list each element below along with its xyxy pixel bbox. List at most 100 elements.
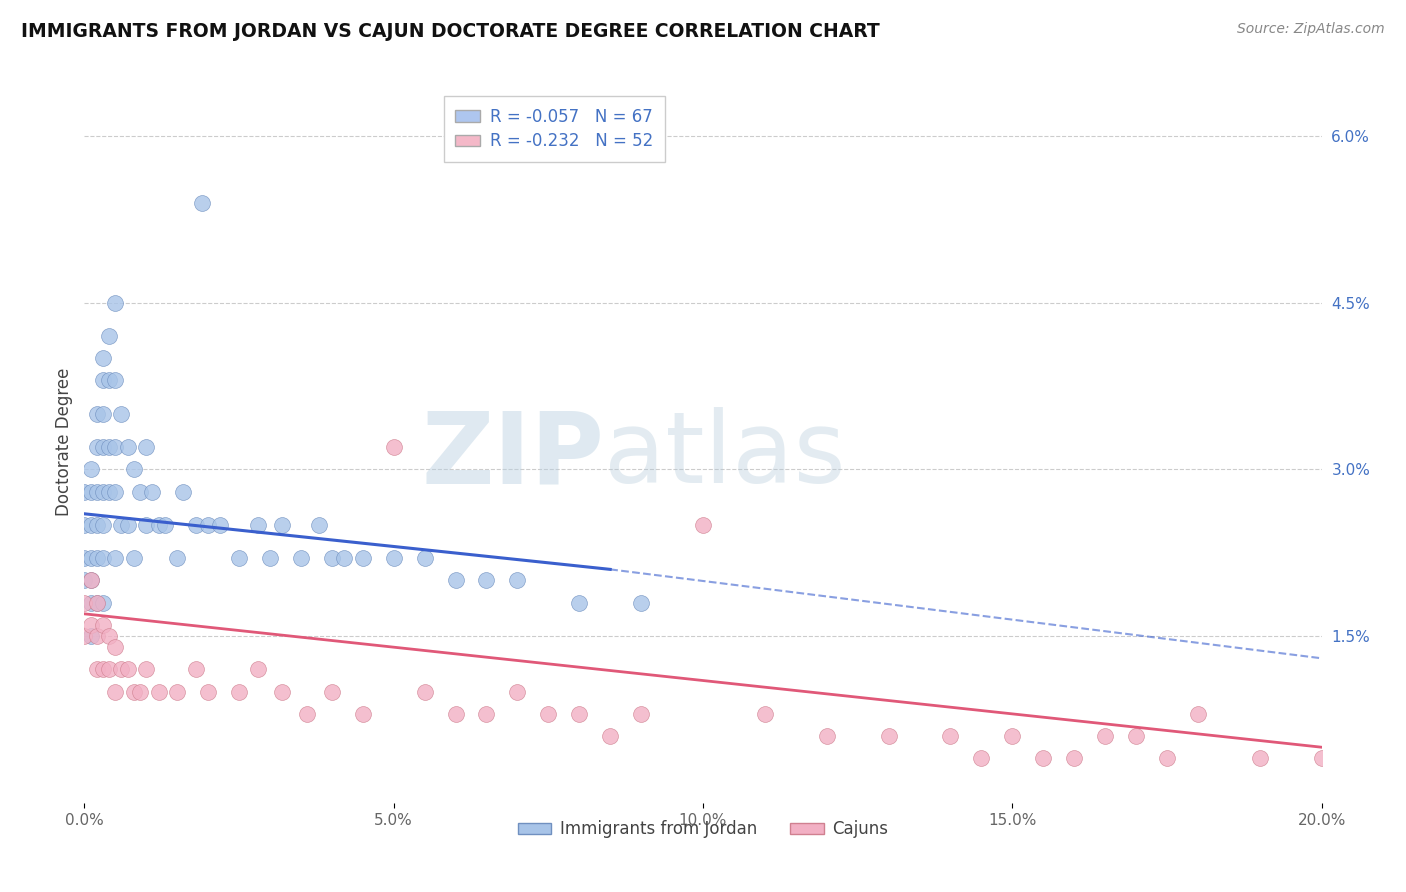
Point bbox=[352, 551, 374, 566]
Point bbox=[148, 517, 170, 532]
Point bbox=[506, 684, 529, 698]
Point bbox=[122, 551, 145, 566]
Point bbox=[104, 640, 127, 655]
Point bbox=[1187, 706, 1209, 721]
Point bbox=[110, 517, 132, 532]
Point bbox=[79, 596, 101, 610]
Point bbox=[117, 662, 139, 676]
Point bbox=[290, 551, 312, 566]
Point bbox=[110, 662, 132, 676]
Point bbox=[73, 484, 96, 499]
Point bbox=[184, 517, 207, 532]
Point bbox=[333, 551, 356, 566]
Point bbox=[172, 484, 194, 499]
Point bbox=[815, 729, 838, 743]
Point bbox=[73, 629, 96, 643]
Point bbox=[1094, 729, 1116, 743]
Point bbox=[630, 596, 652, 610]
Point bbox=[104, 373, 127, 387]
Point bbox=[141, 484, 163, 499]
Point bbox=[91, 551, 114, 566]
Point bbox=[86, 407, 108, 421]
Point bbox=[506, 574, 529, 588]
Point bbox=[537, 706, 560, 721]
Point bbox=[86, 440, 108, 454]
Point bbox=[91, 596, 114, 610]
Point bbox=[79, 484, 101, 499]
Point bbox=[86, 517, 108, 532]
Text: Source: ZipAtlas.com: Source: ZipAtlas.com bbox=[1237, 22, 1385, 37]
Point bbox=[246, 662, 269, 676]
Point bbox=[413, 551, 436, 566]
Point bbox=[79, 618, 101, 632]
Point bbox=[939, 729, 962, 743]
Point bbox=[79, 517, 101, 532]
Point bbox=[135, 517, 157, 532]
Point bbox=[228, 551, 250, 566]
Point bbox=[98, 373, 121, 387]
Point bbox=[98, 662, 121, 676]
Point bbox=[129, 484, 152, 499]
Point bbox=[79, 462, 101, 476]
Point bbox=[1156, 751, 1178, 765]
Point bbox=[228, 684, 250, 698]
Point bbox=[86, 662, 108, 676]
Point bbox=[166, 551, 188, 566]
Point bbox=[970, 751, 993, 765]
Point bbox=[197, 684, 219, 698]
Point bbox=[91, 351, 114, 366]
Legend: Immigrants from Jordan, Cajuns: Immigrants from Jordan, Cajuns bbox=[512, 814, 894, 845]
Point bbox=[1001, 729, 1024, 743]
Point bbox=[91, 440, 114, 454]
Point bbox=[91, 407, 114, 421]
Y-axis label: Doctorate Degree: Doctorate Degree bbox=[55, 368, 73, 516]
Point bbox=[73, 517, 96, 532]
Point bbox=[122, 462, 145, 476]
Point bbox=[135, 440, 157, 454]
Point bbox=[246, 517, 269, 532]
Point bbox=[754, 706, 776, 721]
Point bbox=[104, 484, 127, 499]
Point bbox=[86, 629, 108, 643]
Point bbox=[271, 684, 294, 698]
Point bbox=[117, 517, 139, 532]
Point bbox=[259, 551, 281, 566]
Point bbox=[1125, 729, 1147, 743]
Point bbox=[91, 484, 114, 499]
Point bbox=[166, 684, 188, 698]
Point bbox=[1310, 751, 1333, 765]
Point bbox=[98, 440, 121, 454]
Point bbox=[321, 684, 343, 698]
Point bbox=[630, 706, 652, 721]
Point bbox=[153, 517, 176, 532]
Point bbox=[86, 551, 108, 566]
Point bbox=[73, 574, 96, 588]
Point bbox=[91, 373, 114, 387]
Point bbox=[475, 706, 498, 721]
Point bbox=[148, 684, 170, 698]
Point bbox=[308, 517, 330, 532]
Point bbox=[122, 684, 145, 698]
Point bbox=[599, 729, 621, 743]
Point bbox=[73, 551, 96, 566]
Point bbox=[117, 440, 139, 454]
Point bbox=[86, 484, 108, 499]
Point bbox=[382, 551, 405, 566]
Point bbox=[79, 551, 101, 566]
Point bbox=[1032, 751, 1054, 765]
Point bbox=[692, 517, 714, 532]
Point bbox=[191, 195, 214, 210]
Point bbox=[79, 629, 101, 643]
Point bbox=[877, 729, 900, 743]
Text: ZIP: ZIP bbox=[422, 408, 605, 505]
Point bbox=[321, 551, 343, 566]
Point bbox=[73, 596, 96, 610]
Point bbox=[413, 684, 436, 698]
Point bbox=[197, 517, 219, 532]
Point bbox=[91, 517, 114, 532]
Text: IMMIGRANTS FROM JORDAN VS CAJUN DOCTORATE DEGREE CORRELATION CHART: IMMIGRANTS FROM JORDAN VS CAJUN DOCTORAT… bbox=[21, 22, 880, 41]
Point bbox=[209, 517, 232, 532]
Point bbox=[382, 440, 405, 454]
Point bbox=[135, 662, 157, 676]
Point bbox=[91, 662, 114, 676]
